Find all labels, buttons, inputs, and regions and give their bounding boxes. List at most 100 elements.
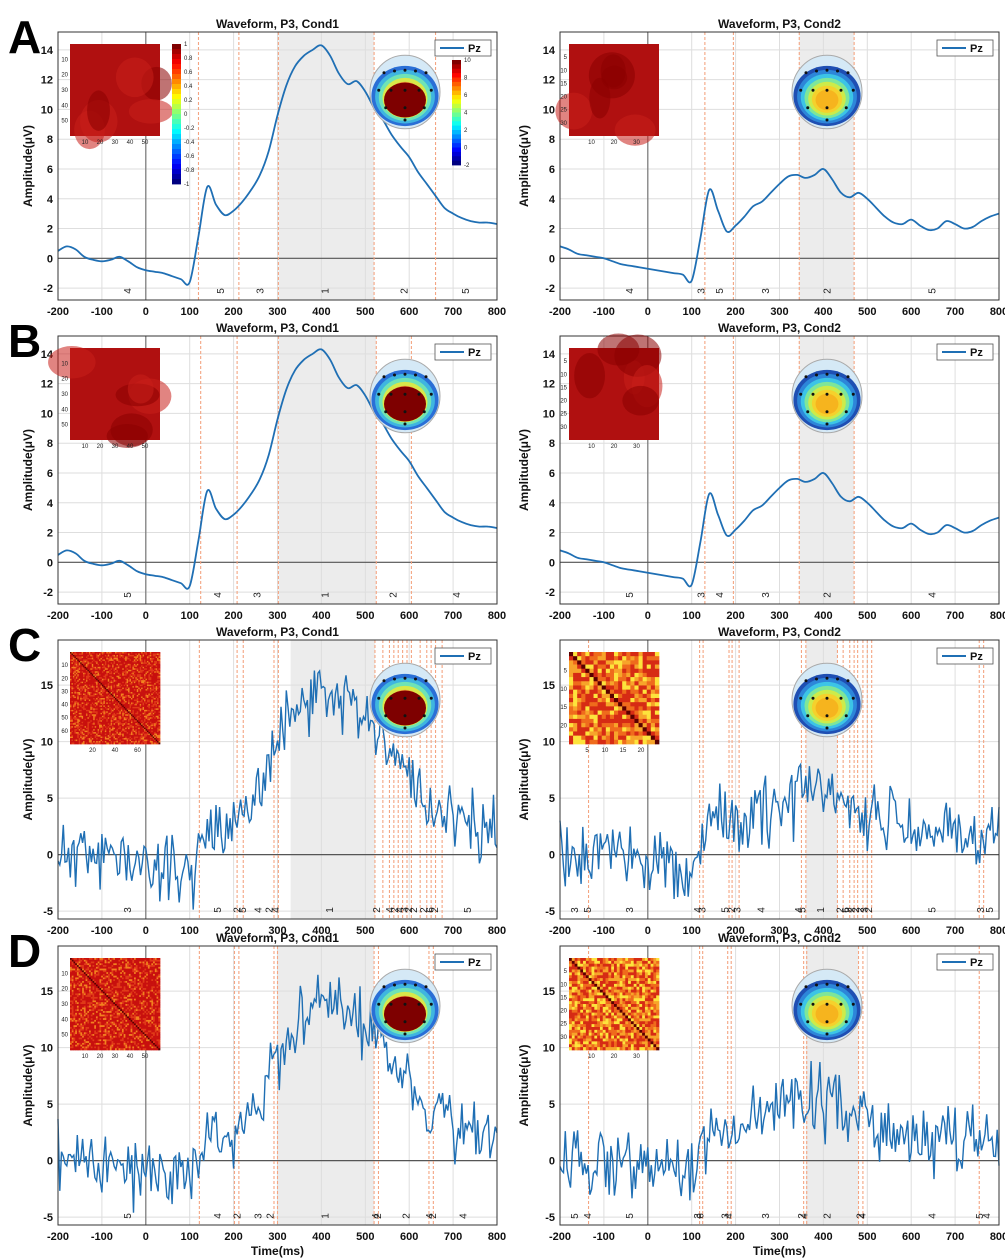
heatmap-cell <box>154 709 156 712</box>
heatmap-cell <box>622 685 627 690</box>
heatmap-cell <box>155 699 158 702</box>
heatmap-cell <box>109 703 111 706</box>
heatmap-cell <box>107 681 110 684</box>
heatmap-cell <box>634 735 639 741</box>
heatmap-cell <box>81 672 84 675</box>
heatmap-cell <box>129 712 132 715</box>
heatmap-cell <box>130 721 133 724</box>
electrode-dot <box>384 714 388 718</box>
heatmap-cell <box>132 653 135 656</box>
heatmap-cell <box>136 681 139 684</box>
heatmap-cell <box>130 666 133 669</box>
heatmap-cell <box>141 677 143 680</box>
heatmap-cell <box>149 672 152 675</box>
heatmap-cell <box>154 684 156 687</box>
heatmap-cell <box>155 700 158 703</box>
heatmap-cell <box>77 669 80 672</box>
heatmap-cell <box>141 723 143 726</box>
heatmap-cell <box>85 715 88 718</box>
heatmap-cell <box>100 687 103 690</box>
heatmap-cell <box>144 741 146 743</box>
heatmap-cell <box>155 714 158 717</box>
heatmap-cell <box>130 656 133 659</box>
heatmap-cell <box>110 659 113 662</box>
heatmap-cell <box>112 660 114 663</box>
heatmap-cell <box>100 703 103 706</box>
heatmap-cell <box>581 677 586 682</box>
heatmap-cell <box>132 723 135 726</box>
heatmap-cell <box>84 659 87 662</box>
heatmap-cell <box>148 675 151 678</box>
heatmap-cell <box>135 699 138 702</box>
heatmap-cell <box>72 721 75 724</box>
heatmap-cell <box>78 739 81 742</box>
heatmap-cell <box>91 678 94 681</box>
colorbar-segment <box>172 89 181 95</box>
heatmap-cell <box>133 741 136 743</box>
heatmap-cell <box>128 742 130 745</box>
heatmap-cell <box>71 714 74 717</box>
colorbar-tick: 8 <box>464 76 468 82</box>
heatmap-cell <box>122 663 125 666</box>
x-tick-label: 800 <box>990 306 1005 318</box>
heatmap-cell <box>99 723 101 726</box>
heatmap-cell <box>577 714 582 720</box>
heatmap-cell <box>128 680 130 683</box>
heatmap-cell <box>152 689 155 691</box>
heatmap-cell <box>91 657 94 660</box>
inset-y-tick: 20 <box>560 95 567 101</box>
heatmap-cell <box>125 712 127 715</box>
heatmap-cell <box>70 703 72 706</box>
heatmap-cell <box>597 681 603 686</box>
heatmap-cell <box>650 710 656 716</box>
heatmap-cell <box>112 733 114 736</box>
segment-label: 2 <box>822 288 833 294</box>
heatmap-cell <box>149 709 152 712</box>
heatmap-cell <box>123 742 126 745</box>
heatmap-cell <box>151 665 154 668</box>
heatmap-cell <box>148 730 151 733</box>
heatmap-cell <box>81 709 84 712</box>
heatmap-cell <box>133 738 136 740</box>
heatmap-cell <box>145 663 148 666</box>
heatmap-cell <box>74 717 77 720</box>
heatmap-cell <box>96 684 98 687</box>
heatmap-cell <box>120 671 123 674</box>
heatmap-cell <box>80 692 82 694</box>
heatmap-cell <box>120 705 123 708</box>
heatmap-cell <box>100 705 103 708</box>
heatmap-cell <box>126 709 129 712</box>
heatmap-cell <box>654 702 660 707</box>
heatmap-cell <box>126 671 129 674</box>
heatmap-cell <box>138 736 141 739</box>
heatmap-cell <box>75 723 78 726</box>
heatmap-cell <box>125 663 127 666</box>
heatmap-cell <box>145 689 148 691</box>
heatmap-cell <box>130 708 133 711</box>
heatmap-cell <box>84 695 87 697</box>
heatmap-cell <box>148 742 151 745</box>
electrode-dot <box>799 392 803 396</box>
heatmap-cell <box>91 729 94 731</box>
heatmap-cell <box>593 660 598 665</box>
heatmap-cell <box>87 669 90 672</box>
heatmap-cell <box>116 718 119 721</box>
heatmap-cell <box>149 732 152 734</box>
heatmap-cell <box>94 711 97 714</box>
heatmap-cell <box>135 736 138 739</box>
heatmap-cell <box>128 668 130 671</box>
heatmap-cell <box>634 698 639 703</box>
heatmap-cell <box>145 653 148 656</box>
heatmap-cell <box>87 698 90 700</box>
heatmap-cell <box>589 677 594 682</box>
heatmap-cell <box>100 677 103 680</box>
heatmap-cell <box>646 727 652 732</box>
heatmap-cell <box>107 724 110 727</box>
heatmap-cell <box>155 659 158 662</box>
inset-x-tick: 20 <box>89 748 96 754</box>
heatmap-cell <box>152 702 155 705</box>
heatmap-cell <box>157 732 159 734</box>
heatmap-cell <box>106 684 109 687</box>
heatmap-cell <box>157 654 159 657</box>
heatmap-cell <box>70 674 72 677</box>
